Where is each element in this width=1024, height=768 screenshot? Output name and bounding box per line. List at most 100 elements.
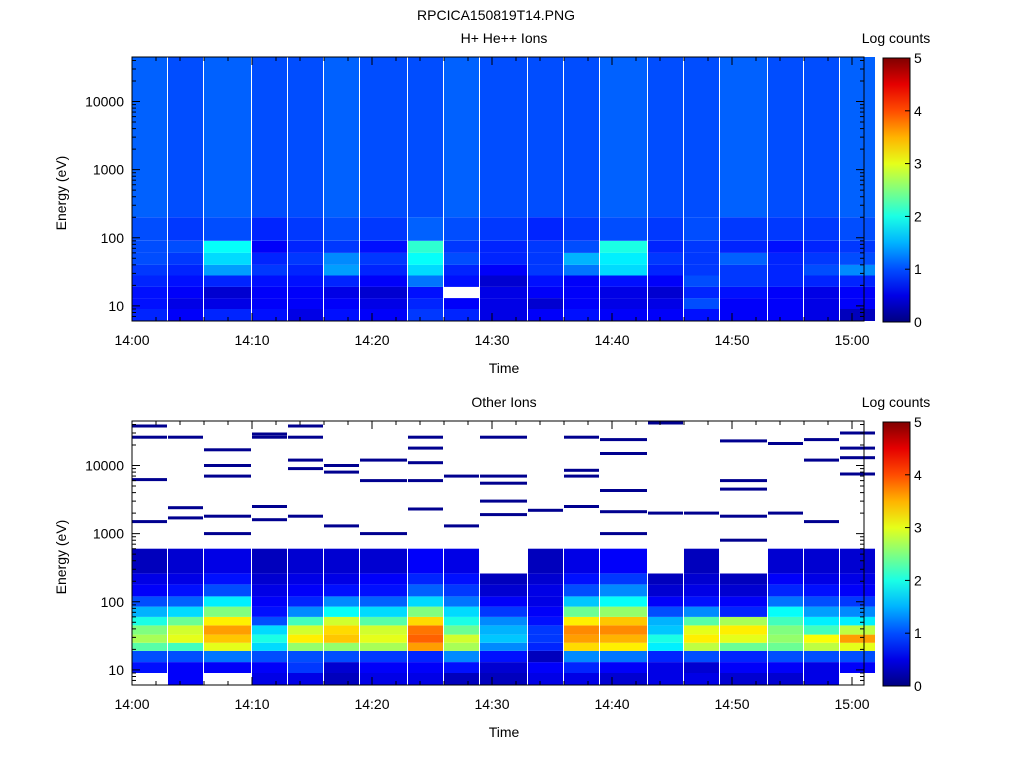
heatmap-cell: [168, 616, 203, 626]
heatmap-cell: [648, 650, 683, 663]
heatmap-cell: [324, 548, 359, 574]
y-tick-label: 1000: [93, 526, 124, 542]
plot-frame: [131, 420, 865, 686]
heatmap-line: [720, 479, 767, 483]
heatmap-cell: [684, 634, 719, 643]
heatmap-cell: [684, 642, 719, 651]
heatmap-cell: [684, 57, 719, 218]
heatmap-line: [840, 446, 875, 450]
heatmap-cell: [252, 625, 287, 635]
heatmap-cell: [480, 606, 527, 617]
heatmap-cell: [768, 298, 803, 309]
heatmap-cell: [324, 217, 359, 241]
heatmap-cell: [408, 634, 443, 643]
heatmap-cell: [252, 642, 287, 651]
heatmap-cell: [720, 650, 767, 663]
heatmap-cell: [360, 309, 407, 321]
heatmap-cell: [720, 634, 767, 643]
heatmap-line: [840, 472, 875, 476]
figure-title: RPCICA150819T14.PNG: [417, 7, 575, 23]
heatmap-cell: [804, 240, 839, 253]
heatmap-cell: [684, 252, 719, 265]
heatmap-cell: [720, 616, 767, 626]
colorbar-tick-label: 2: [914, 208, 922, 224]
heatmap-cell: [168, 673, 203, 685]
heatmap-cell: [840, 217, 875, 241]
heatmap-cell: [564, 625, 599, 635]
heatmap-cell: [684, 606, 719, 617]
heatmap-cell: [288, 634, 323, 643]
heatmap-cell: [528, 264, 563, 276]
heatmap-cell: [564, 286, 599, 299]
heatmap-cell: [360, 662, 407, 673]
y-tick-label: 10: [108, 298, 124, 314]
heatmap-cell: [600, 252, 647, 265]
panel-title: H+ He++ Ions: [461, 30, 548, 46]
heatmap-cell: [324, 240, 359, 253]
heatmap-cell: [804, 264, 839, 276]
heatmap-cell: [480, 217, 527, 241]
heatmap-cell: [444, 584, 479, 597]
heatmap-cell: [132, 57, 167, 218]
heatmap-line: [288, 435, 323, 439]
heatmap-cell: [600, 217, 647, 241]
heatmap-cell: [168, 217, 203, 241]
heatmap-cell: [252, 275, 287, 287]
heatmap-cell: [204, 662, 251, 673]
y-tick-label: 100: [101, 230, 125, 246]
heatmap-cell: [648, 634, 683, 643]
heatmap-cell: [528, 616, 563, 626]
colorbar-tick-label: 0: [914, 314, 922, 330]
heatmap-line: [252, 432, 287, 436]
colorbar-tick-label: 4: [914, 103, 922, 119]
heatmap-cell: [564, 217, 599, 241]
heatmap-cell: [444, 298, 479, 309]
heatmap-cell: [252, 548, 287, 574]
panel-1: 14:00 14:10 14:20 14:30 14:40 14:50 15:0010100…: [53, 30, 930, 376]
heatmap-cell: [288, 662, 323, 673]
heatmap-cell: [528, 662, 563, 673]
heatmap-cell: [288, 548, 323, 574]
heatmap-line: [168, 435, 203, 439]
heatmap-cell: [132, 548, 167, 574]
heatmap-cell: [444, 57, 479, 218]
heatmap-line: [252, 518, 287, 522]
heatmap-cell: [360, 240, 407, 253]
heatmap-cell: [564, 240, 599, 253]
heatmap-cell: [804, 548, 839, 574]
heatmap-line: [408, 507, 443, 511]
heatmap-cell: [360, 596, 407, 607]
heatmap-cell: [600, 596, 647, 607]
heatmap-line: [600, 489, 647, 492]
heatmap-cell: [408, 616, 443, 626]
heatmap-cell: [564, 573, 599, 585]
heatmap-line: [840, 456, 875, 460]
heatmap-cell: [768, 548, 803, 574]
heatmap-cell: [444, 264, 479, 276]
heatmap-line: [444, 524, 479, 528]
heatmap-cell: [444, 662, 479, 673]
heatmap-cell: [768, 625, 803, 635]
heatmap-cell: [840, 606, 875, 617]
heatmap-cell: [204, 584, 251, 597]
heatmap-cell: [324, 275, 359, 287]
heatmap-line: [324, 470, 359, 474]
heatmap-cell: [804, 217, 839, 241]
heatmap-cell: [564, 584, 599, 597]
heatmap-cell: [840, 57, 875, 218]
heatmap-cell: [480, 662, 527, 673]
heatmap-cell: [168, 606, 203, 617]
heatmap-line: [408, 479, 443, 483]
heatmap-cell: [528, 584, 563, 597]
panel-title: Other Ions: [471, 394, 536, 410]
heatmap-cell: [600, 642, 647, 651]
heatmap-cell: [168, 584, 203, 597]
heatmap-cell: [252, 57, 287, 218]
heatmap-cell: [804, 298, 839, 309]
heatmap-line: [768, 511, 803, 515]
heatmap-line: [684, 511, 719, 515]
heatmap-cell: [288, 642, 323, 651]
heatmap-cell: [804, 596, 839, 607]
heatmap-line: [720, 514, 767, 518]
